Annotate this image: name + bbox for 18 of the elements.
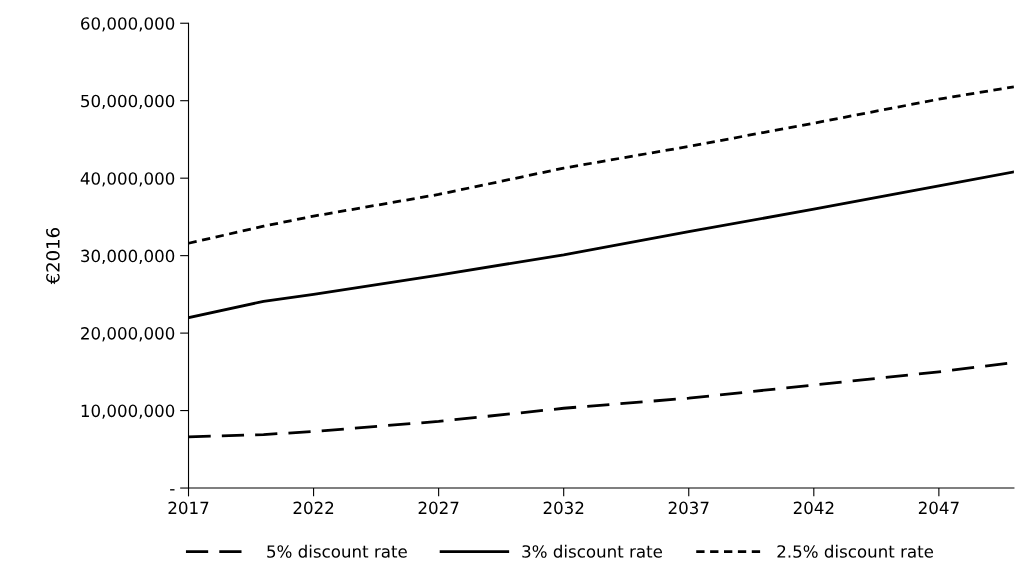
x-tick-label: 2027 [418,501,459,515]
legend-label: 2.5% discount rate [777,544,934,558]
legend-label: 3% discount rate [522,544,663,558]
x-tick-label: 2017 [168,501,209,515]
x-tick-label: 2032 [543,501,584,515]
x-tick-label: 2042 [793,501,834,515]
y-tick-label: 40,000,000 [80,172,175,187]
y-tick-label: 60,000,000 [81,17,175,32]
y-tick-label: 20,000,000 [81,327,175,342]
y-tick-label: - [170,489,175,491]
y-axis-title: €2016 [46,228,60,285]
x-tick-label: 2047 [918,501,959,515]
y-tick-label: 30,000,000 [81,249,175,264]
legend-label: 5% discount rate [267,544,407,558]
x-tick-label: 2037 [668,501,709,515]
y-tick-label: 50,000,000 [81,94,175,109]
x-tick-label: 2022 [293,501,334,515]
y-tick-label: 10,000,000 [81,404,175,419]
